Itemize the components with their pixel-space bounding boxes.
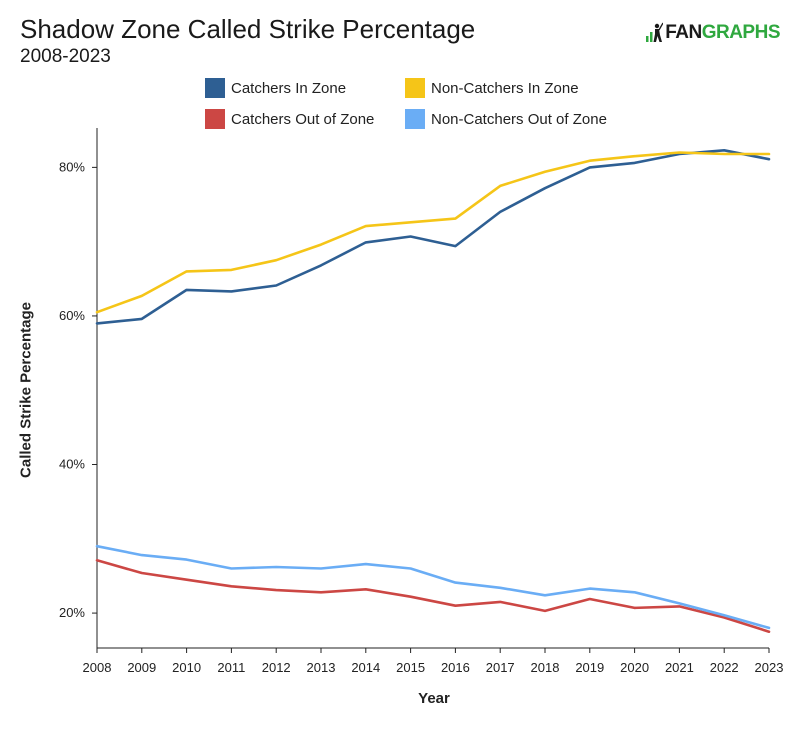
legend-item-non-catchers-out-of-zone: Non-Catchers Out of Zone xyxy=(405,109,607,129)
logo-text-fan: FAN xyxy=(665,22,702,43)
chart-title: Shadow Zone Called Strike Percentage xyxy=(20,14,476,44)
legend-swatch xyxy=(205,78,225,98)
x-tick-label: 2017 xyxy=(486,660,515,675)
x-tick-label: 2021 xyxy=(665,660,694,675)
series-line-catchers-out-of-zone xyxy=(95,558,771,634)
series-line-non-catchers-out-of-zone xyxy=(95,544,771,630)
y-tick-label: 80% xyxy=(59,159,85,174)
x-tick-label: 2012 xyxy=(262,660,291,675)
x-tick-label: 2022 xyxy=(710,660,739,675)
x-tick-label: 2010 xyxy=(172,660,201,675)
x-tick-label: 2008 xyxy=(83,660,112,675)
x-tick-label: 2013 xyxy=(307,660,336,675)
legend-label: Catchers Out of Zone xyxy=(231,110,375,128)
x-tick-label: 2015 xyxy=(396,660,425,675)
logo-text-graphs: GRAPHS xyxy=(701,22,781,43)
series-line-non-catchers-in-zone xyxy=(95,151,771,314)
x-tick-label: 2011 xyxy=(217,660,245,675)
legend-swatch xyxy=(405,78,425,98)
x-tick-label: 2023 xyxy=(755,660,784,675)
series-line-catchers-in-zone xyxy=(95,149,771,325)
x-tick-label: 2014 xyxy=(351,660,380,675)
fangraphs-logo: FAN GRAPHS xyxy=(645,22,781,44)
x-tick-label: 2020 xyxy=(620,660,649,675)
x-tick-label: 2016 xyxy=(441,660,470,675)
legend-label: Non-Catchers In Zone xyxy=(431,79,579,97)
legend-item-non-catchers-in-zone: Non-Catchers In Zone xyxy=(405,78,579,98)
chart-subtitle: 2008-2023 xyxy=(20,46,111,67)
x-axis-title: Year xyxy=(418,690,450,707)
y-tick-label: 60% xyxy=(59,308,85,323)
x-tick-label: 2019 xyxy=(575,660,604,675)
legend-label: Non-Catchers Out of Zone xyxy=(431,110,607,128)
legend-swatch xyxy=(205,109,225,129)
x-tick-label: 2009 xyxy=(127,660,156,675)
batter-icon xyxy=(646,22,664,42)
legend-item-catchers-in-zone: Catchers In Zone xyxy=(205,78,346,98)
legend-swatch xyxy=(405,109,425,129)
legend-item-catchers-out-of-zone: Catchers Out of Zone xyxy=(205,109,374,129)
y-tick-label: 20% xyxy=(59,605,85,620)
legend-label: Catchers In Zone xyxy=(231,79,347,97)
y-axis-title: Called Strike Percentage xyxy=(17,302,35,478)
y-tick-label: 40% xyxy=(59,457,85,472)
x-tick-label: 2018 xyxy=(531,660,560,675)
